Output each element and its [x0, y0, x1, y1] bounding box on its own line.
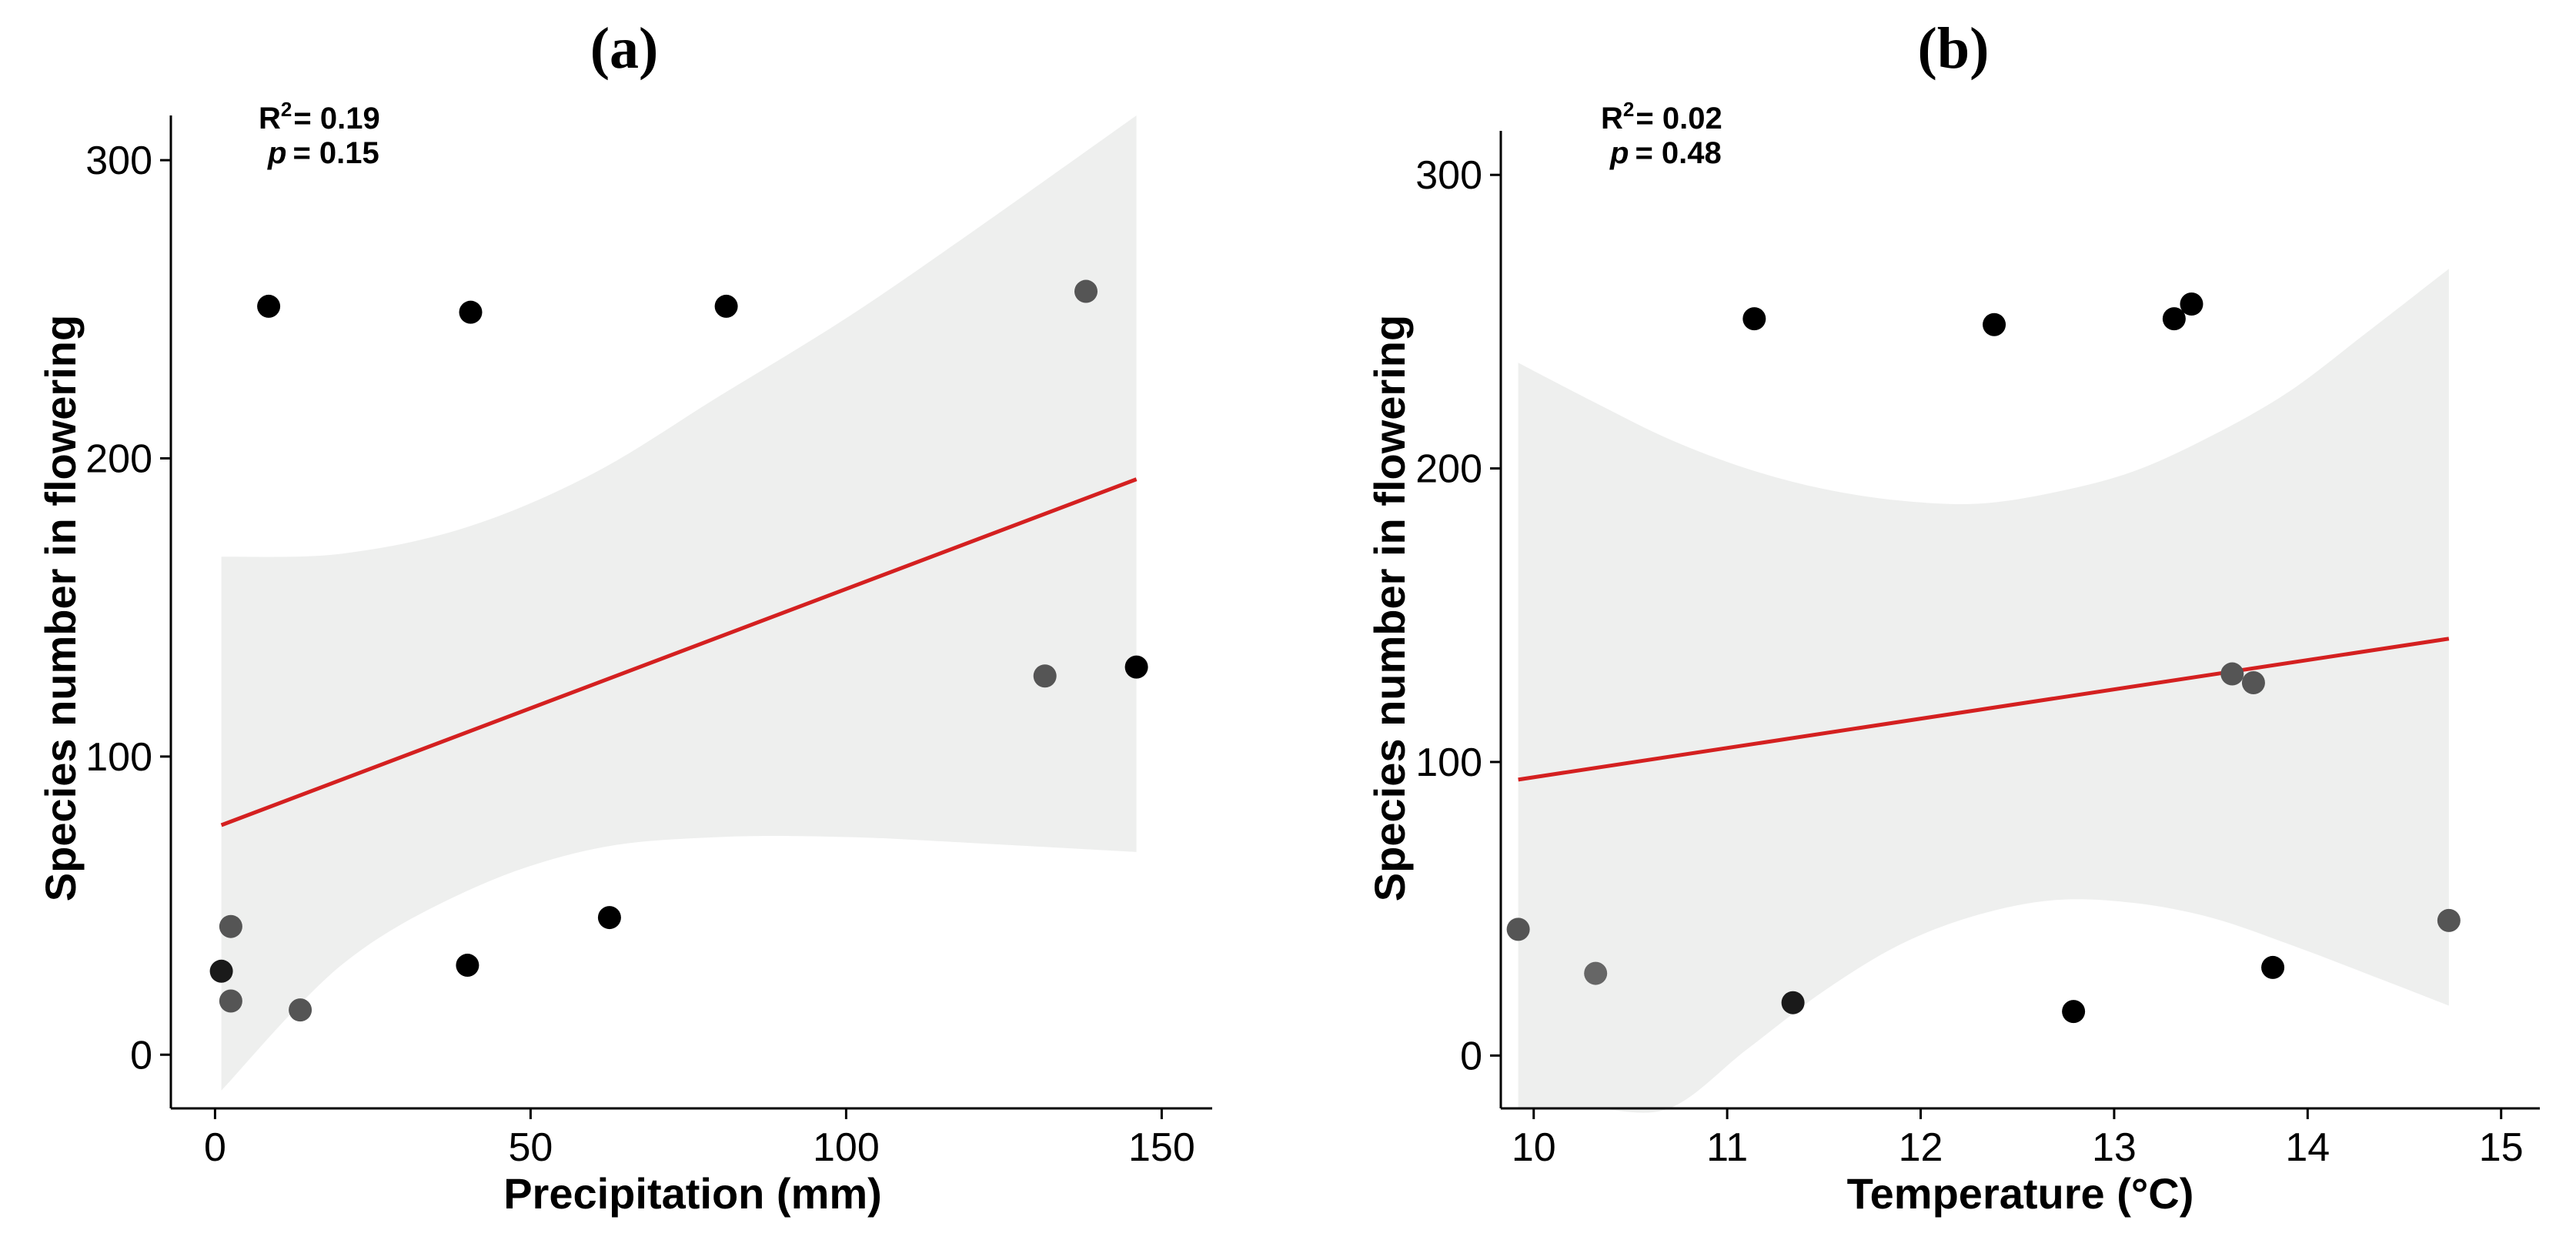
panel-b-y-tick-100: 100	[1415, 740, 1482, 785]
panel-a-y-tick-0: 0	[130, 1033, 152, 1078]
panel-a-data-point-7	[459, 300, 483, 324]
panel-b-x-tick-10: 10	[1512, 1125, 1556, 1170]
panel-b-x-tick-12: 12	[1899, 1125, 1943, 1170]
panel-b-title: (b)	[1918, 16, 1990, 81]
panel-b-data-point-3	[1742, 307, 1766, 331]
panel-a-confidence-band	[221, 115, 1137, 1091]
panel-b-data-point-2	[1584, 961, 1608, 985]
panel-b-r2: R2= 0.02	[1601, 98, 1722, 135]
panel-b-data-point-11	[2261, 955, 2285, 979]
panel-a-data-point-4	[257, 294, 281, 318]
panel-b-x-tick-11: 11	[1706, 1125, 1748, 1170]
panel-a-data-point-5	[289, 998, 312, 1022]
panel-a-stats: R2= 0.19 p = 0.15	[259, 98, 380, 170]
panel-a-title: (a)	[590, 16, 659, 81]
panel-a-data-point-1	[209, 959, 233, 983]
panel-a-p-value: p = 0.15	[267, 136, 379, 170]
panel-a-data-point-3	[219, 989, 242, 1013]
panel-a-x-tick-150: 150	[1128, 1125, 1195, 1170]
panel-b-regression-line	[1518, 637, 2450, 782]
panel-a-data-point-2	[219, 914, 242, 938]
panel-b-data-point-8	[2180, 292, 2203, 316]
panel-b-confidence-band	[1518, 269, 2449, 1113]
panel-a-data-point-11	[1074, 279, 1098, 303]
panel-b-x-axis-label: Temperature (°C)	[1847, 1169, 2194, 1218]
panel-b-data-point-10	[2241, 670, 2265, 694]
panel-b-y-tick-300: 300	[1415, 153, 1482, 198]
panel-a-data-point-12	[1124, 655, 1148, 679]
panel-a-y-axis-label: Species number in flowering	[36, 315, 85, 901]
panel-b-data-point-1	[1506, 917, 1530, 941]
panel-a-y-tick-300: 300	[85, 139, 152, 183]
panel-b-p-value: p = 0.48	[1609, 136, 1722, 170]
panel-a-r2: R2= 0.19	[259, 98, 380, 135]
panel-a-x-tick-50: 50	[508, 1125, 553, 1170]
panel-a-regression-line	[220, 477, 1138, 827]
panel-b-y-axis-label: Species number in flowering	[1365, 315, 1414, 901]
panel-b-data-point-12	[2437, 908, 2461, 932]
panel-b-x-tick-14: 14	[2285, 1125, 2330, 1170]
panel-a-x-tick-100: 100	[813, 1125, 880, 1170]
panel-a-data-point-8	[597, 906, 621, 930]
panel-b-x-tick-13: 13	[2092, 1125, 2137, 1170]
panel-b-y-tick-0: 0	[1460, 1034, 1482, 1078]
panel-b-plot: 10 11 12 13 14 15 0 100 200 300	[1415, 131, 2540, 1170]
panel-a-x-tick-0: 0	[204, 1125, 226, 1170]
panel-b-data-point-9	[2220, 662, 2244, 686]
panel-b-data-point-6	[2062, 1000, 2086, 1024]
panel-a-y-tick-100: 100	[85, 735, 152, 780]
panel-b-stats: R2= 0.02 p = 0.48	[1601, 98, 1722, 170]
panel-a-data-point-10	[1033, 664, 1057, 688]
panel-a-data-point-9	[714, 294, 738, 318]
panel-b-data-point-4	[1781, 991, 1805, 1014]
panel-b-y-tick-200: 200	[1415, 447, 1482, 492]
panel-a: (a) Precipitation (mm) Species number in…	[36, 16, 1212, 1218]
panel-b-data-point-7	[2162, 307, 2186, 331]
panel-a-x-axis-label: Precipitation (mm)	[503, 1169, 882, 1218]
panel-b: (b) Temperature (°C) Species number in f…	[1365, 16, 2540, 1218]
panel-a-y-tick-200: 200	[85, 436, 152, 481]
panel-b-x-tick-15: 15	[2479, 1125, 2524, 1170]
panel-a-data-point-6	[456, 954, 479, 978]
panel-b-data-point-5	[1983, 313, 2006, 336]
panel-a-plot: 0 50 100 150 0 100 200 300	[85, 115, 1212, 1170]
